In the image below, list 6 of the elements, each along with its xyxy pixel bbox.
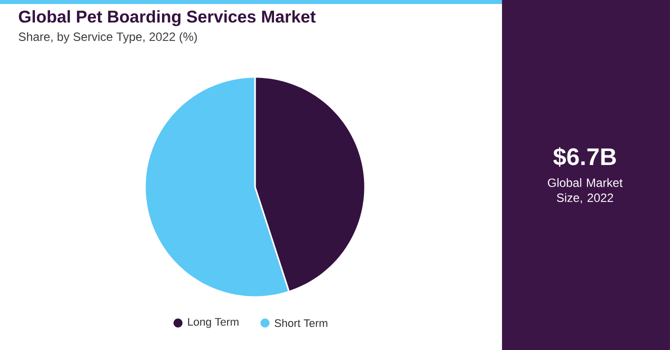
- text: $6.7B: [553, 147, 616, 167]
- chart-subtitle: Share, by Service Type, 2022 (%): [18, 32, 197, 44]
- text: Global Market Size, 2022: [548, 178, 623, 204]
- legend-label: Short Term: [274, 318, 328, 328]
- legend-label: Long Term: [188, 318, 238, 328]
- chart-title: Global Pet Boarding Services Market: [18, 10, 316, 26]
